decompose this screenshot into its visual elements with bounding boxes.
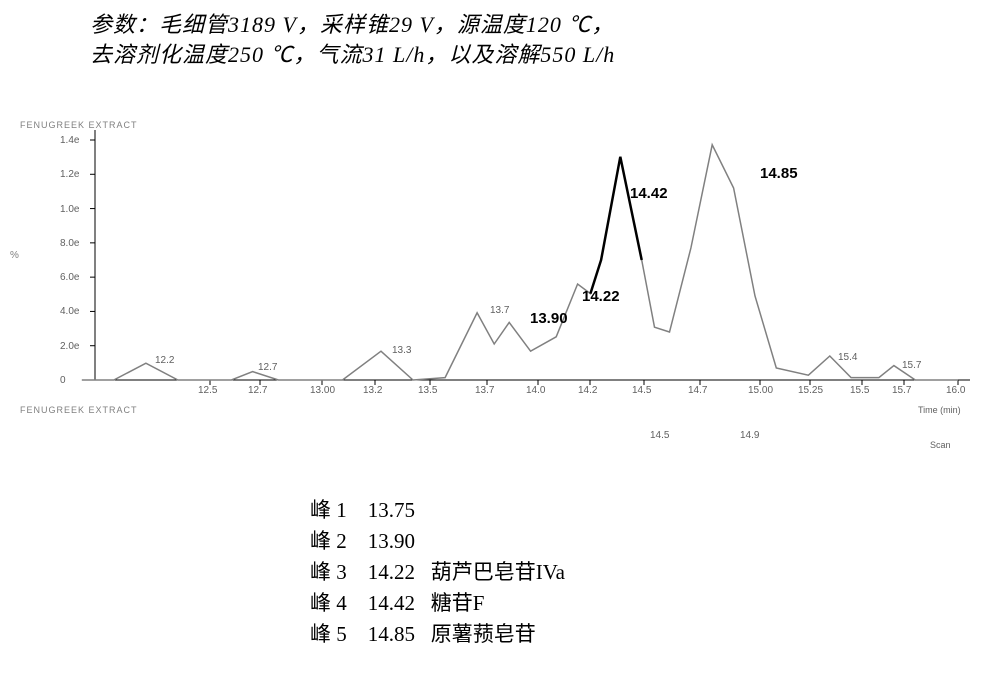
parameters-block: 参数：毛细管3189 V，采样锥29 V，源温度120 ℃， 去溶剂化温度250… <box>90 10 615 70</box>
peak-table-row: 峰 1 13.75 <box>310 495 565 526</box>
chromatogram-svg <box>0 120 1000 420</box>
x-tick-label: 16.0 <box>946 385 965 396</box>
peak-table-row: 峰 5 14.85 原薯蓣皂苷 <box>310 619 565 650</box>
x-tick-label: 13.5 <box>418 385 437 396</box>
x-tick-label: 14.5 <box>632 385 651 396</box>
scan-label: Scan <box>930 440 951 450</box>
x-tick-label: 14.0 <box>526 385 545 396</box>
small-peak-label: 15.7 <box>902 360 921 371</box>
small-peak-label: 14.5 <box>650 430 669 441</box>
params-line1: 参数：毛细管3189 V，采样锥29 V，源温度120 ℃， <box>90 10 615 40</box>
small-peak-label: 12.7 <box>258 362 277 373</box>
x-tick-label: 15.5 <box>850 385 869 396</box>
x-tick-label: 12.5 <box>198 385 217 396</box>
peak-table-row: 峰 2 13.90 <box>310 526 565 557</box>
peak-label: 13.90 <box>530 310 568 327</box>
peak-table-row: 峰 3 14.22 葫芦巴皂苷IVa <box>310 557 565 588</box>
peak-label: 14.22 <box>582 288 620 305</box>
x-tick-label: 12.7 <box>248 385 267 396</box>
x-tick-label: 13.00 <box>310 385 335 396</box>
small-peak-label: 12.2 <box>155 355 174 366</box>
small-peak-label: 13.7 <box>490 305 509 316</box>
x-tick-label: 15.00 <box>748 385 773 396</box>
peak-table-row: 峰 4 14.42 糖苷F <box>310 588 565 619</box>
peak-label: 14.85 <box>760 165 798 182</box>
small-peak-label: 15.4 <box>838 352 857 363</box>
x-tick-label: 13.2 <box>363 385 382 396</box>
peak-label: 14.42 <box>630 185 668 202</box>
peak-table: 峰 1 13.75 峰 2 13.90 峰 3 14.22 葫芦巴皂苷IVa峰 … <box>310 495 565 650</box>
small-peak-label: 13.3 <box>392 345 411 356</box>
small-peak-label: 14.9 <box>740 430 759 441</box>
x-tick-label: 14.2 <box>578 385 597 396</box>
x-tick-label: 15.25 <box>798 385 823 396</box>
x-tick-label: 13.7 <box>475 385 494 396</box>
x-tick-label: 15.7 <box>892 385 911 396</box>
chromatogram-chart: FENUGREEK EXTRACT 1.4e1.2e1.0e8.0e6.0e4.… <box>0 120 1000 420</box>
params-line2: 去溶剂化温度250 ℃，气流31 L/h，以及溶解550 L/h <box>90 40 615 70</box>
time-label: Time (min) <box>918 405 961 415</box>
x-tick-label: 14.7 <box>688 385 707 396</box>
sample-label-bottom: FENUGREEK EXTRACT <box>20 405 138 415</box>
